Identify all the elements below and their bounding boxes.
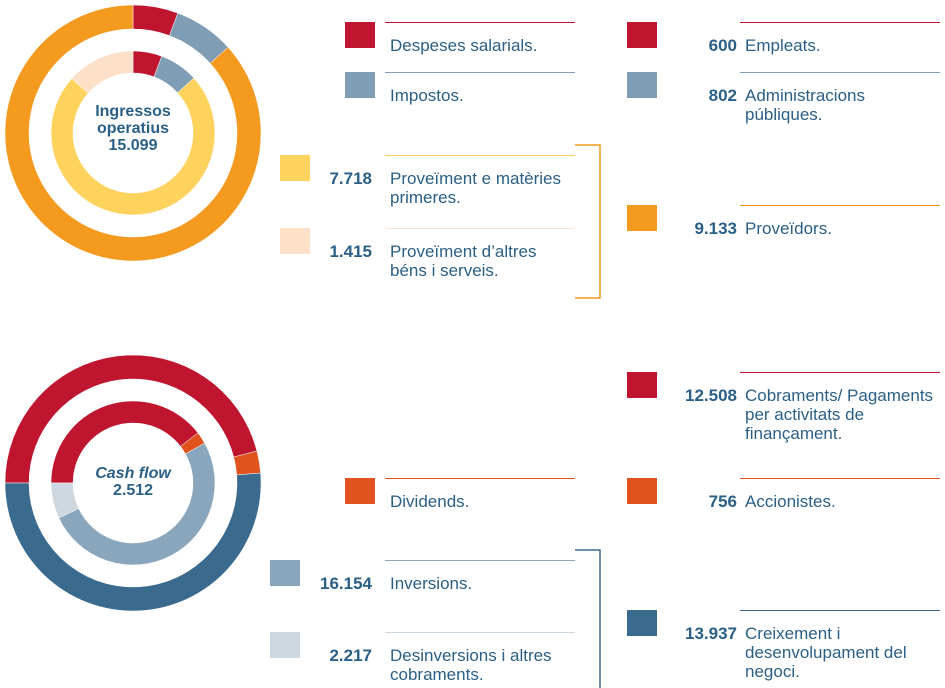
value-label: 9.133 <box>694 219 737 238</box>
legend-label: Inversions. <box>390 574 473 593</box>
legend-swatch <box>627 372 657 398</box>
legend-swatch <box>627 478 657 504</box>
rule <box>385 155 575 156</box>
rule <box>385 632 575 633</box>
value-label: 13.937 <box>685 624 737 643</box>
bracket <box>575 549 601 688</box>
donut-segment <box>58 442 216 566</box>
rule <box>385 22 575 23</box>
donut-segment <box>4 354 258 484</box>
legend-swatch <box>627 72 657 98</box>
value-label: 802 <box>708 86 737 105</box>
legend-swatch <box>627 205 657 231</box>
legend-swatch <box>627 22 657 48</box>
legend-swatch <box>627 610 657 636</box>
value-label: 16.154 <box>320 574 372 593</box>
rule <box>385 228 575 229</box>
legend-label: Proveïdors. <box>745 219 832 238</box>
legend-label: Despeses salarials. <box>390 36 538 55</box>
legend-label: Proveïment e matèries primeres. <box>390 169 562 207</box>
value-label: 1.415 <box>329 242 372 261</box>
value-label: 12.508 <box>685 386 737 405</box>
rule <box>740 205 940 206</box>
donut-segment <box>4 472 262 612</box>
rule <box>740 22 940 23</box>
rule <box>740 372 940 373</box>
legend-label: Administracions públiques. <box>745 86 865 124</box>
legend-swatch <box>280 155 310 181</box>
legend-label: Accionistes. <box>745 492 836 511</box>
legend-label: Dividends. <box>390 492 470 511</box>
center-label: Ingressos operatius 15.099 <box>78 103 188 154</box>
bracket <box>575 144 601 299</box>
value-label: 2.217 <box>329 646 372 665</box>
legend-label: Impostos. <box>390 86 464 105</box>
value-label: 756 <box>708 492 737 511</box>
center-title: Cash flow <box>95 465 171 482</box>
rule <box>385 478 575 479</box>
donut-segment <box>50 77 216 216</box>
donut-segment <box>4 4 262 262</box>
center-total: 2.512 <box>112 482 154 499</box>
legend-label: Desinversions i altres cobraments. <box>390 646 552 684</box>
legend-swatch <box>270 632 300 658</box>
rule <box>385 72 575 73</box>
center-label: Cash flow 2.512 <box>78 465 188 499</box>
value-label: 7.718 <box>329 169 372 188</box>
donut-segment <box>50 482 80 519</box>
legend-swatch <box>345 478 375 504</box>
legend-label: Empleats. <box>745 36 821 55</box>
rule <box>385 560 575 561</box>
value-label: 600 <box>708 36 737 55</box>
legend-swatch <box>270 560 300 586</box>
rule <box>740 610 940 611</box>
legend-label: Cobraments/ Pagaments per activitats de … <box>745 386 934 443</box>
rule <box>740 478 940 479</box>
donut-segment <box>71 50 134 94</box>
rule <box>740 72 940 73</box>
legend-swatch <box>345 22 375 48</box>
center-title: Ingressos operatius <box>95 103 171 137</box>
center-total: 15.099 <box>108 137 158 154</box>
legend-swatch <box>280 228 310 254</box>
legend-label: Creixement i desenvolupament del negoci. <box>745 624 907 681</box>
legend-label: Proveïment d’altres béns i serveis. <box>390 242 537 280</box>
legend-swatch <box>345 72 375 98</box>
